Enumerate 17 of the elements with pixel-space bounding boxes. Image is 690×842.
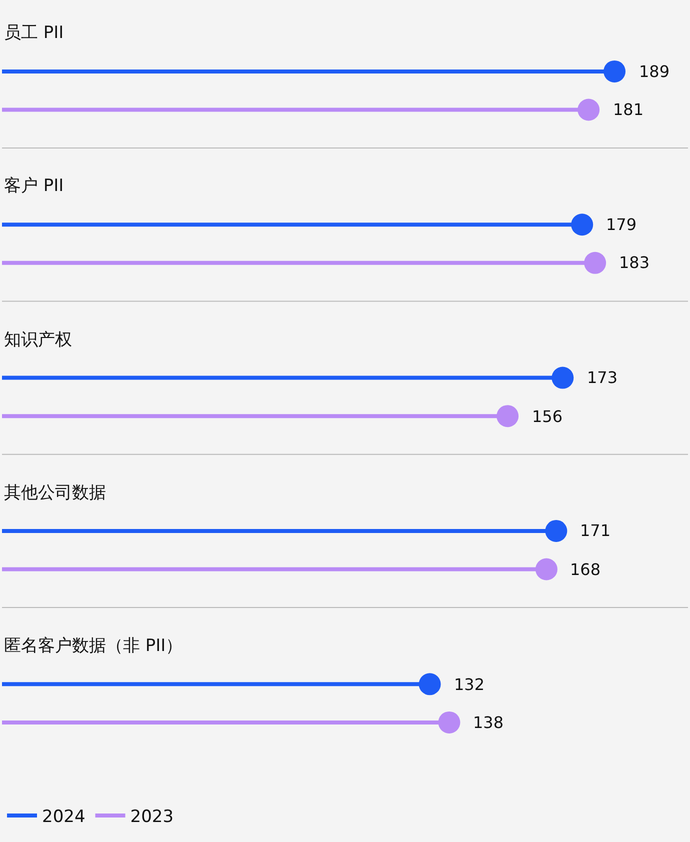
y-tick-label: 知识产权 (4, 330, 72, 350)
data-label: 173 (587, 368, 618, 387)
y-tick-label: 客户 PII (4, 176, 64, 196)
data-label: 179 (606, 215, 637, 234)
data-label: 171 (580, 521, 611, 540)
y-tick-label: 匿名客户数据（非 PII） (4, 636, 183, 656)
y-tick-label: 员工 PII (4, 23, 64, 43)
data-label: 138 (473, 713, 504, 732)
data-label: 156 (532, 407, 563, 426)
y-tick-label: 其他公司数据 (4, 483, 106, 503)
data-label: 183 (619, 253, 650, 272)
data-label: 181 (613, 100, 644, 119)
data-label: 132 (454, 675, 485, 694)
legend-label: 2024 (42, 807, 86, 828)
data-label: 168 (570, 560, 601, 579)
data-label: 189 (639, 62, 670, 81)
legend-label: 2023 (130, 807, 174, 828)
